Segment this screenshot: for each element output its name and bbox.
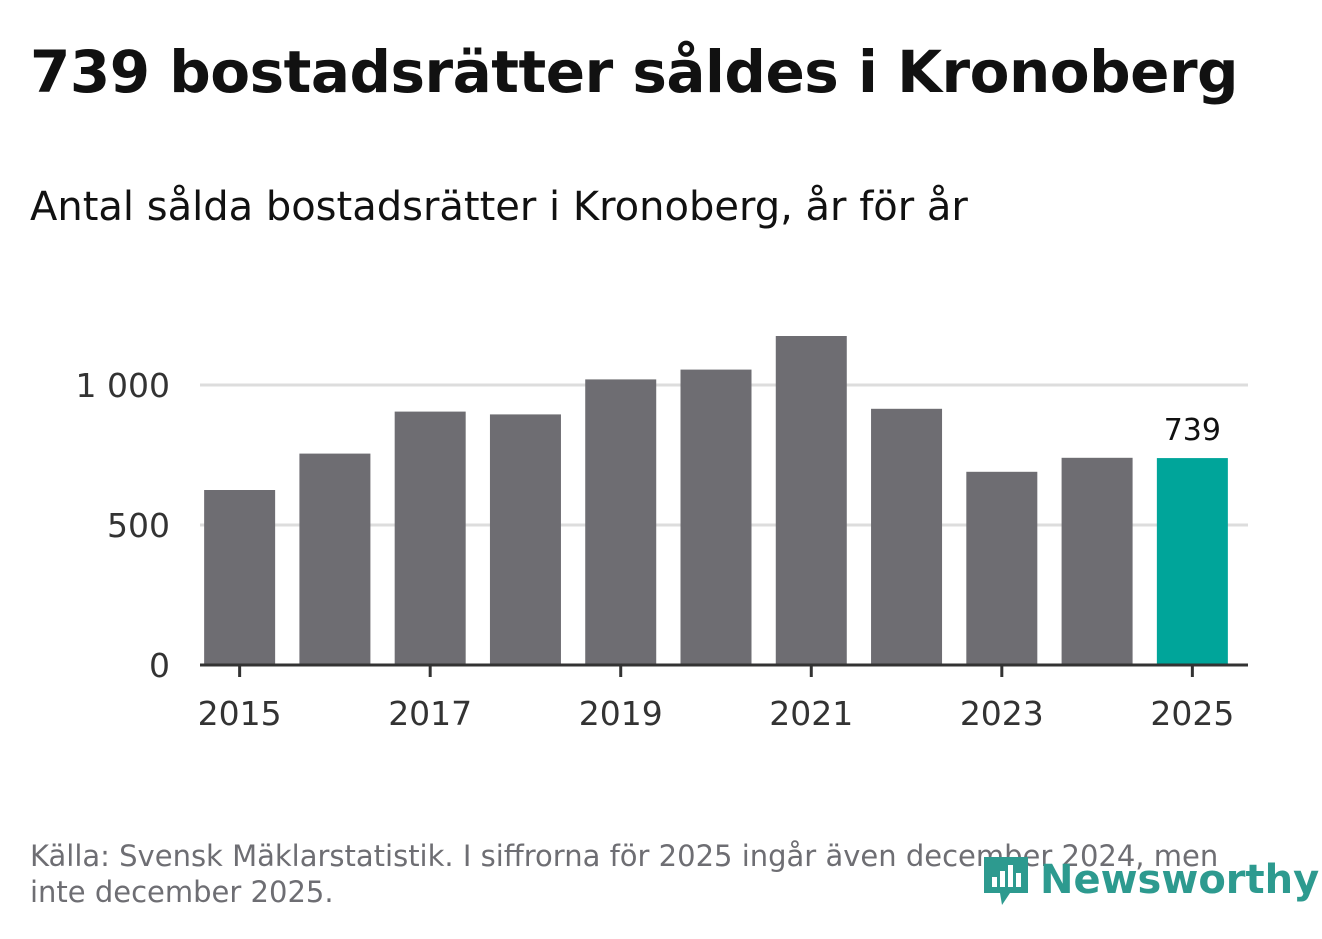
bar-2016 <box>299 453 371 665</box>
y-tick-label: 1 000 <box>76 366 170 405</box>
bar-2015 <box>204 490 276 665</box>
x-axis <box>200 663 1248 677</box>
bar-2025 <box>1156 458 1228 665</box>
bar-2018 <box>489 414 561 665</box>
bar-2024 <box>1061 457 1133 665</box>
chart-title: 739 bostadsrätter såldes i Kronoberg <box>30 38 1239 106</box>
bar-2023 <box>966 471 1038 665</box>
bar-2019 <box>585 379 657 665</box>
bar-2020 <box>680 369 752 665</box>
data-label: 739 <box>1164 413 1221 448</box>
x-tick-label: 2025 <box>1150 694 1234 733</box>
x-tick-label: 2019 <box>579 694 663 733</box>
bar-2021 <box>775 336 847 665</box>
bar-2017 <box>394 411 466 665</box>
newsworthy-logo[interactable]: Newsworthy <box>980 850 1319 910</box>
x-tick-label: 2021 <box>769 694 853 733</box>
newsworthy-logo-icon <box>984 857 1028 905</box>
x-tick-label: 2023 <box>960 694 1044 733</box>
labels: 0 500 1 000 2015 2017 2019 2021 2023 2025 739 <box>76 366 1235 733</box>
chart-subtitle: Antal sålda bostadsrätter i Kronoberg, å… <box>30 184 968 230</box>
y-tick-label: 0 <box>149 646 170 685</box>
brand-name: Newsworthy <box>1040 857 1320 903</box>
bars <box>204 336 1228 665</box>
y-tick-label: 500 <box>107 506 170 545</box>
x-tick-label: 2015 <box>198 694 282 733</box>
x-tick-label: 2017 <box>388 694 472 733</box>
bar-2022 <box>871 408 943 665</box>
